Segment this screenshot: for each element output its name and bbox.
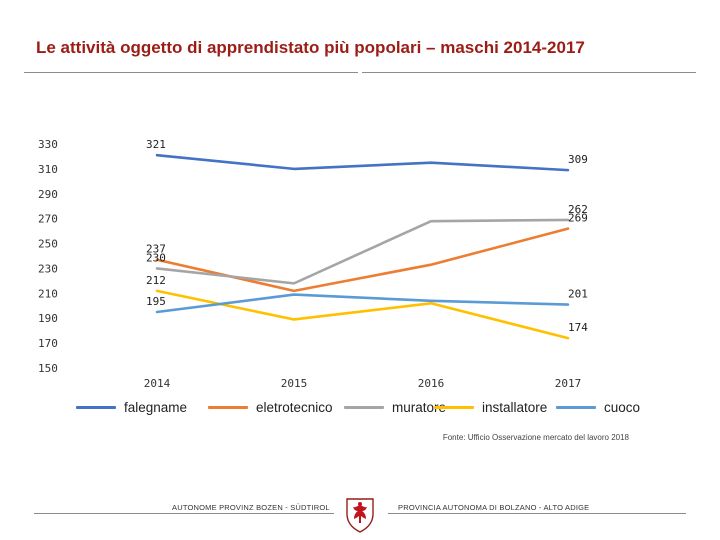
series-line-muratore xyxy=(155,218,570,285)
data-label: 309 xyxy=(568,153,588,166)
data-label: 195 xyxy=(146,295,166,308)
chart-legend: falegname eletrotecnico muratore installato… xyxy=(76,400,646,418)
legend-item-falegname: falegname xyxy=(76,400,187,415)
title-divider-left xyxy=(24,72,358,73)
series-line-eletrotecnico xyxy=(155,227,570,293)
legend-swatch xyxy=(434,406,474,409)
data-label: 237 xyxy=(146,243,166,256)
legend-label: falegname xyxy=(124,400,188,415)
y-tick-label: 270 xyxy=(38,213,58,226)
legend-swatch xyxy=(208,406,248,409)
x-tick-label: 2016 xyxy=(418,377,445,390)
legend-label: eletrotecnico xyxy=(256,400,333,415)
legend-label: muratore xyxy=(392,400,447,415)
y-tick-label: 170 xyxy=(38,337,58,350)
legend-item-muratore: muratore xyxy=(344,400,446,415)
footer-right-text: PROVINCIA AUTONOMA DI BOLZANO - ALTO ADI… xyxy=(398,503,590,512)
x-tick-label: 2014 xyxy=(144,377,171,390)
y-tick-label: 310 xyxy=(38,163,58,176)
title-divider-right xyxy=(362,72,696,73)
legend-item-eletrotecnico: eletrotecnico xyxy=(208,400,333,415)
legend-swatch xyxy=(344,406,384,409)
legend-item-installatore: installatore xyxy=(434,400,547,415)
y-tick-label: 330 xyxy=(38,138,58,151)
source-note: Fonte: Ufficio Osservazione mercato del … xyxy=(442,433,629,442)
series-line-installatore xyxy=(155,289,570,340)
x-tick-label: 2015 xyxy=(281,377,308,390)
data-label: 230 xyxy=(146,251,166,264)
data-label: 212 xyxy=(146,274,166,287)
series-line-cuoco xyxy=(155,293,570,314)
data-label: 201 xyxy=(568,288,588,301)
legend-swatch xyxy=(556,406,596,409)
y-tick-label: 290 xyxy=(38,188,58,201)
x-tick-label: 2017 xyxy=(555,377,582,390)
legend-swatch xyxy=(76,406,116,409)
data-label: 262 xyxy=(568,203,588,216)
data-label: 321 xyxy=(146,138,166,151)
page-title: Le attività oggetto di apprendistato più… xyxy=(36,38,585,57)
legend-label: cuoco xyxy=(604,400,641,415)
coat-of-arms-icon xyxy=(346,498,374,533)
data-label: 269 xyxy=(568,212,588,225)
legend-label: installatore xyxy=(482,400,548,415)
y-tick-label: 190 xyxy=(38,312,58,325)
legend-item-cuoco: cuoco xyxy=(556,400,640,415)
footer-left-text: AUTONOME PROVINZ BOZEN - SÜDTIROL xyxy=(172,503,330,512)
y-tick-label: 210 xyxy=(38,287,58,300)
footer-divider-right xyxy=(388,513,686,514)
footer-divider-left xyxy=(34,513,334,514)
y-tick-label: 150 xyxy=(38,362,58,375)
y-tick-label: 230 xyxy=(38,262,58,275)
series-line-falegname xyxy=(155,153,570,172)
data-label: 174 xyxy=(568,321,588,334)
y-tick-label: 250 xyxy=(38,238,58,251)
